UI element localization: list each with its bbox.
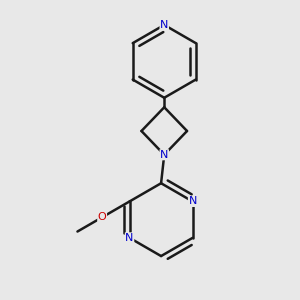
Text: N: N [188, 196, 197, 206]
Text: N: N [160, 150, 168, 160]
Text: O: O [98, 212, 106, 222]
Text: N: N [125, 233, 134, 243]
Text: N: N [160, 20, 168, 30]
